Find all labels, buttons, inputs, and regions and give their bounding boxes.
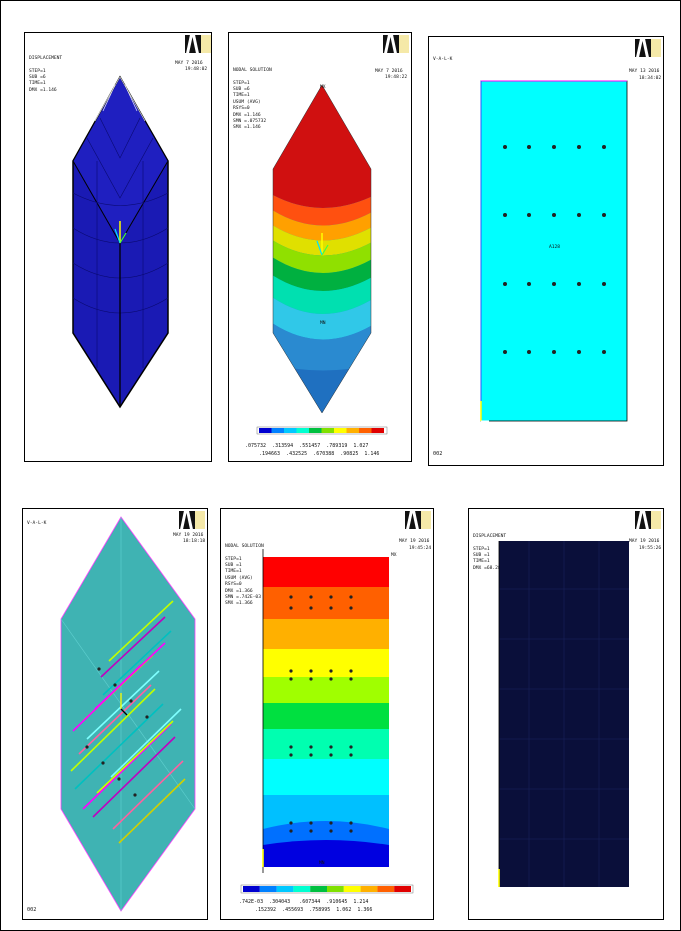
rebar-lines xyxy=(70,600,186,844)
panel-date: MAY 19 2016 xyxy=(399,539,430,544)
ansys-logo xyxy=(185,35,211,53)
panel-time: 19:55:26 xyxy=(639,546,662,551)
ansys-logo xyxy=(635,39,661,57)
panel-header-text: V-A-L-K xyxy=(433,57,453,62)
ansys-logo xyxy=(179,511,205,529)
ansys-logo xyxy=(383,35,409,53)
legend-values-row1: .742E-03 .304043 .607344 .910645 1.214 xyxy=(239,899,369,905)
panel-time: 19:45:24 xyxy=(409,546,432,551)
panel-area-top: V-A-L-K MAY 13 2016 18:34:02 A128 002 xyxy=(428,36,664,466)
panel-time: 18:18:18 xyxy=(183,539,206,544)
ansys-logo xyxy=(405,511,431,529)
rebar-nodes xyxy=(289,595,353,833)
rebar-nodes xyxy=(503,145,606,354)
displacement-shape-1 xyxy=(72,75,169,409)
panel-footer: 002 xyxy=(27,907,37,913)
node-label-min: MN xyxy=(320,321,326,326)
panel-time: 18:34:02 xyxy=(639,76,662,81)
area-plot xyxy=(480,80,628,422)
node-label-min: MN xyxy=(319,861,325,866)
legend-swatches xyxy=(243,886,411,892)
legend-values-row2: .194663 .432525 .670388 .90825 1.146 xyxy=(259,451,380,457)
panel-time: 19:48:22 xyxy=(385,75,408,80)
legend-values-row1: .075732 .313594 .551457 .789319 1.027 xyxy=(245,443,369,449)
area-label: A128 xyxy=(549,245,561,250)
panel-footer: 002 xyxy=(433,451,443,457)
panel-date: MAY 19 2016 xyxy=(173,533,204,538)
banded-contour-plot xyxy=(240,549,414,894)
panel-time: 19:48:02 xyxy=(185,67,208,72)
legend-swatches xyxy=(259,428,384,433)
ansys-logo xyxy=(635,511,661,529)
nodal-contour-rhombus xyxy=(256,84,388,435)
panel-date: MAY 7 2016 xyxy=(375,69,403,74)
node-label-max: MX xyxy=(391,553,397,558)
legend-values-row2: .152392 .455693 .758995 1.062 1.366 xyxy=(255,907,373,913)
dark-displacement-plot xyxy=(498,541,629,887)
panel-date: MAY 7 2016 xyxy=(175,61,203,66)
panel-rebar-rhombus: V-A-L-K MAY 19 2016 18:18:18 xyxy=(22,508,208,920)
node-label-max: MX xyxy=(320,85,326,90)
panel-date: MAY 19 2016 xyxy=(629,539,660,544)
panel-date: MAY 13 2016 xyxy=(629,69,660,74)
panel-header-text: V-A-L-K xyxy=(27,521,47,526)
rebar-rhombus-plot xyxy=(60,516,196,912)
